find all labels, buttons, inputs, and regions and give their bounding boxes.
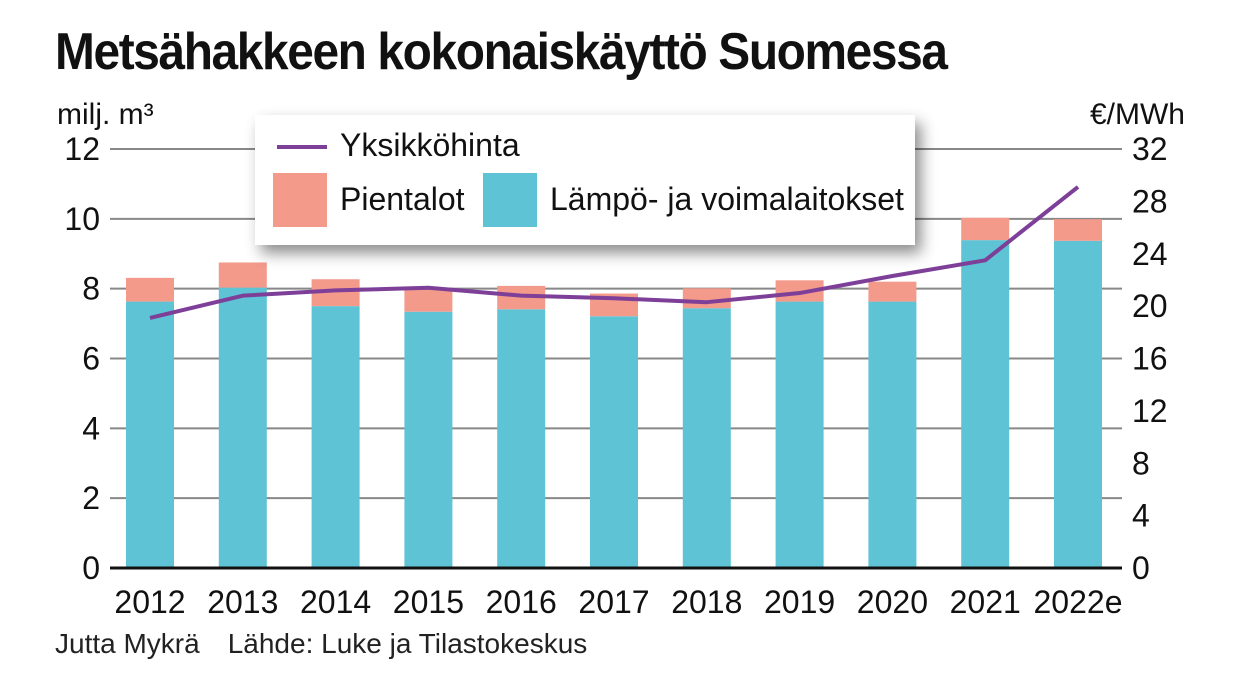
x-tick-label: 2013 (207, 584, 278, 620)
x-tick-label: 2017 (578, 584, 649, 620)
x-tick-label: 2014 (300, 584, 371, 620)
right-tick-label: 12 (1132, 393, 1168, 429)
left-tick-label: 12 (64, 131, 100, 167)
right-tick-label: 16 (1132, 341, 1168, 377)
left-tick-label: 2 (82, 480, 100, 516)
bar-lampo (961, 240, 1010, 568)
bar-lampo (682, 308, 731, 568)
x-tick-label: 2015 (393, 584, 464, 620)
x-tick-label: 2012 (114, 584, 185, 620)
bar-lampo (497, 309, 546, 568)
right-tick-label: 24 (1132, 236, 1168, 272)
bar-lampo (218, 287, 267, 568)
bar-lampo (590, 316, 638, 568)
x-tick-label: 2018 (671, 584, 742, 620)
left-tick-label: 0 (82, 550, 100, 586)
left-tick-label: 8 (82, 271, 100, 307)
right-axis-unit: €/MWh (1089, 98, 1185, 131)
legend-label-pientalot: Pientalot (340, 181, 465, 217)
x-tick-label: 2016 (486, 584, 557, 620)
x-tick-label: 2019 (764, 584, 835, 620)
bar-lampo (126, 301, 174, 568)
bar-lampo (311, 306, 360, 568)
x-tick-label: 2022e (1034, 584, 1123, 620)
bar-pientalot (404, 289, 453, 312)
chart-title: Metsähakkeen kokonaiskäyttö Suomessa (55, 23, 948, 81)
footer: Jutta Mykrä Lähde: Luke ja Tilastokeskus (55, 628, 615, 660)
right-tick-label: 32 (1132, 131, 1168, 167)
right-tick-label: 4 (1132, 498, 1150, 534)
left-tick-label: 10 (64, 201, 100, 237)
bar-pientalot (126, 277, 174, 302)
right-tick-label: 8 (1132, 445, 1150, 481)
author-credit: Jutta Mykrä (55, 628, 200, 659)
source-credit: Lähde: Luke ja Tilastokeskus (227, 628, 588, 659)
bar-pientalot (775, 280, 824, 302)
bar-lampo (1054, 240, 1102, 569)
right-tick-label: 20 (1132, 288, 1168, 324)
legend-label-lampo: Lämpö- ja voimalaitokset (550, 181, 904, 217)
bar-lampo (404, 311, 453, 568)
legend: Yksikköhinta Pientalot Lämpö- ja voimala… (255, 115, 915, 245)
bar-pientalot (1054, 219, 1102, 241)
left-tick-label: 4 (82, 410, 100, 446)
x-tick-label: 2020 (857, 584, 928, 620)
x-tick-label: 2021 (950, 584, 1021, 620)
bar-pientalot (682, 288, 731, 309)
bar-pientalot (218, 262, 267, 288)
bar-pientalot (961, 217, 1010, 241)
legend-line-swatch (277, 145, 327, 149)
legend-swatch-pientalot (273, 173, 327, 227)
legend-swatch-lampo (483, 173, 537, 227)
left-axis-unit: milj. m³ (57, 98, 154, 131)
bar-lampo (868, 301, 917, 568)
legend-label-price: Yksikköhinta (340, 127, 520, 163)
right-tick-label: 0 (1132, 550, 1150, 586)
right-tick-label: 28 (1132, 183, 1168, 219)
bar-lampo (775, 301, 824, 568)
bar-pientalot (868, 281, 917, 302)
left-tick-label: 6 (82, 341, 100, 377)
